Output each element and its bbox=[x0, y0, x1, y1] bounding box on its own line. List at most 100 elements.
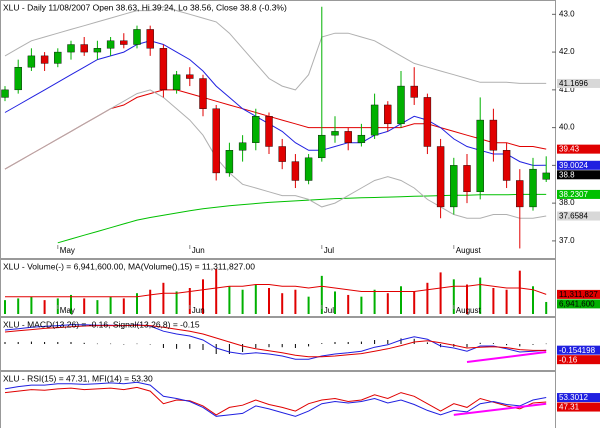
macd-histogram-bar bbox=[308, 344, 310, 347]
macd-histogram-bar bbox=[176, 344, 178, 349]
volume-bar bbox=[175, 291, 178, 314]
x-tick-label: May bbox=[60, 306, 75, 315]
macd-histogram-bar bbox=[374, 340, 376, 344]
volume-bar bbox=[149, 289, 152, 314]
panel-frame bbox=[0, 317, 556, 371]
volume-bar bbox=[188, 288, 191, 314]
volume-bar bbox=[320, 275, 323, 314]
candle-body bbox=[476, 119, 484, 193]
macd-histogram-bar bbox=[334, 342, 336, 344]
candle-body bbox=[212, 108, 220, 174]
y-tick-label: 37.0 bbox=[559, 236, 575, 245]
candle-body bbox=[384, 104, 392, 125]
candle-body bbox=[54, 51, 62, 64]
indicator-line bbox=[4, 386, 547, 416]
candle-body bbox=[291, 161, 300, 181]
candle-body bbox=[67, 44, 75, 53]
macd-histogram-bar bbox=[479, 342, 481, 344]
macd-histogram-bar bbox=[268, 344, 270, 348]
candle-body bbox=[410, 85, 418, 98]
volume-bar bbox=[360, 296, 363, 314]
panel-title: XLU - Volume(-) = 6,941,600.00, MA(Volum… bbox=[3, 261, 255, 271]
candle-body bbox=[40, 55, 49, 64]
volume-ma-line bbox=[5, 283, 547, 298]
volume-bar bbox=[96, 300, 99, 314]
volume-bar bbox=[479, 277, 482, 314]
x-tick-label: August bbox=[456, 306, 482, 315]
volume-bar bbox=[347, 294, 350, 314]
x-tick-label: May bbox=[60, 246, 75, 255]
value-box bbox=[557, 402, 600, 412]
candle-body bbox=[172, 74, 181, 91]
candle-body bbox=[436, 146, 445, 208]
macd-histogram-bar bbox=[519, 344, 521, 347]
macd-histogram-bar bbox=[4, 342, 6, 344]
volume-bar bbox=[505, 289, 508, 314]
macd-histogram-bar bbox=[189, 344, 191, 349]
value-box bbox=[557, 160, 600, 170]
macd-histogram-bar bbox=[400, 338, 402, 344]
volume-bar bbox=[228, 286, 231, 314]
candle-body bbox=[450, 165, 458, 208]
macd-histogram-bar bbox=[347, 342, 349, 344]
candle-body bbox=[529, 168, 537, 208]
value-label: 38.2307 bbox=[559, 190, 588, 199]
macd-histogram-bar bbox=[83, 342, 85, 344]
macd-histogram-bar bbox=[123, 344, 125, 345]
macd-histogram-bar bbox=[413, 338, 415, 344]
value-label: 39.43 bbox=[559, 145, 580, 154]
panel-title: XLU - MACD(13,26) = -0.16, Signal(13,26,… bbox=[3, 319, 200, 329]
panel-frame bbox=[0, 259, 556, 317]
y-tick-label: 43.0 bbox=[559, 9, 575, 18]
volume-bar bbox=[466, 284, 468, 314]
value-label: 47.31 bbox=[559, 403, 580, 412]
value-label: 53.3012 bbox=[559, 393, 588, 402]
macd-histogram-bar bbox=[242, 344, 244, 352]
macd-histogram-bar bbox=[255, 344, 257, 348]
macd-histogram-bar bbox=[110, 343, 112, 345]
value-label: -0.154198 bbox=[559, 346, 596, 355]
macd-histogram-bar bbox=[96, 343, 98, 345]
trendline bbox=[453, 402, 547, 416]
y-tick-label: 41.0 bbox=[559, 85, 575, 94]
macd-histogram-bar bbox=[215, 344, 217, 354]
overlay-line bbox=[4, 40, 547, 166]
macd-histogram-bar bbox=[545, 343, 547, 345]
volume-bar bbox=[545, 301, 548, 314]
value-label: 6,941,600 bbox=[559, 300, 595, 309]
candle-body bbox=[93, 48, 102, 53]
panel-frame bbox=[0, 371, 556, 428]
macd-histogram-bar bbox=[162, 344, 164, 348]
overlay-line bbox=[57, 193, 547, 244]
volume-bar bbox=[386, 293, 389, 314]
volume-bar bbox=[202, 279, 204, 314]
macd-histogram-bar bbox=[57, 342, 59, 344]
volume-bar bbox=[413, 291, 416, 314]
y-tick-label: 42.0 bbox=[559, 47, 575, 56]
volume-bar bbox=[43, 300, 46, 314]
panel-title: XLU - Daily 11/08/2007 Open 38.63, Hi 39… bbox=[3, 2, 287, 12]
volume-bar bbox=[17, 298, 20, 314]
value-box bbox=[557, 78, 600, 88]
value-box bbox=[557, 144, 600, 154]
volume-bar bbox=[109, 296, 112, 314]
candle-body bbox=[278, 146, 286, 162]
volume-bar bbox=[294, 289, 297, 314]
macd-histogram-bar bbox=[70, 342, 72, 344]
x-tick-label: August bbox=[456, 246, 482, 255]
value-box bbox=[557, 345, 600, 355]
volume-bar bbox=[281, 293, 284, 314]
candle-body bbox=[27, 55, 36, 68]
candle-body bbox=[516, 180, 524, 208]
volume-bar bbox=[215, 268, 218, 314]
value-label: -0.16 bbox=[559, 355, 578, 364]
volume-bar bbox=[254, 284, 257, 314]
candle-body bbox=[265, 116, 273, 147]
indicator-line bbox=[4, 324, 547, 360]
volume-bar bbox=[373, 289, 376, 314]
macd-histogram-bar bbox=[360, 341, 362, 344]
candle-body bbox=[502, 150, 511, 181]
macd-histogram-bar bbox=[466, 344, 468, 348]
macd-histogram-bar bbox=[281, 344, 283, 348]
candle-body bbox=[463, 165, 471, 193]
